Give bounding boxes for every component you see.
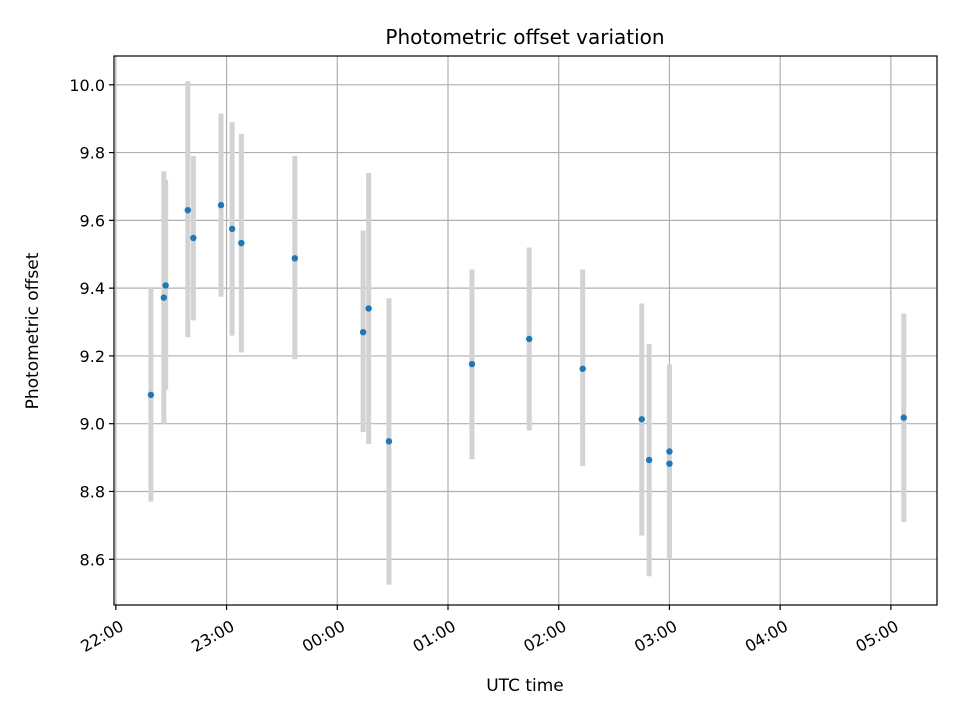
grid-layer xyxy=(114,56,937,605)
data-point xyxy=(147,391,155,399)
y-tick-label: 10.0 xyxy=(69,76,105,95)
data-point xyxy=(160,294,168,301)
data-point xyxy=(190,234,197,242)
data-point xyxy=(359,328,367,336)
y-tick-label: 9.6 xyxy=(80,211,105,230)
point-layer xyxy=(147,201,907,467)
y-tick-label: 9.2 xyxy=(80,347,105,366)
data-point xyxy=(217,201,225,209)
data-point xyxy=(638,416,645,423)
data-point xyxy=(365,305,372,312)
data-point xyxy=(525,335,533,343)
data-point xyxy=(385,438,393,445)
y-tick-label: 9.0 xyxy=(80,415,105,434)
data-point xyxy=(228,225,236,233)
data-point xyxy=(468,360,476,368)
data-point xyxy=(666,460,673,467)
x-axis-label: UTC time xyxy=(486,676,564,696)
y-tick-label: 8.8 xyxy=(80,482,105,501)
data-point xyxy=(579,365,586,372)
data-point xyxy=(162,282,169,289)
data-point xyxy=(238,239,245,247)
plot-frame xyxy=(113,55,938,606)
data-point xyxy=(645,456,653,464)
data-point xyxy=(900,414,907,421)
y-tick-label: 9.4 xyxy=(80,279,105,298)
y-tick-label: 8.6 xyxy=(80,550,105,569)
chart-title: Photometric offset variation xyxy=(385,25,664,49)
data-point xyxy=(291,255,299,262)
data-point xyxy=(666,448,673,455)
y-axis-label: Photometric offset xyxy=(23,252,43,409)
data-point xyxy=(184,206,192,214)
y-tick-label: 9.8 xyxy=(80,144,105,163)
